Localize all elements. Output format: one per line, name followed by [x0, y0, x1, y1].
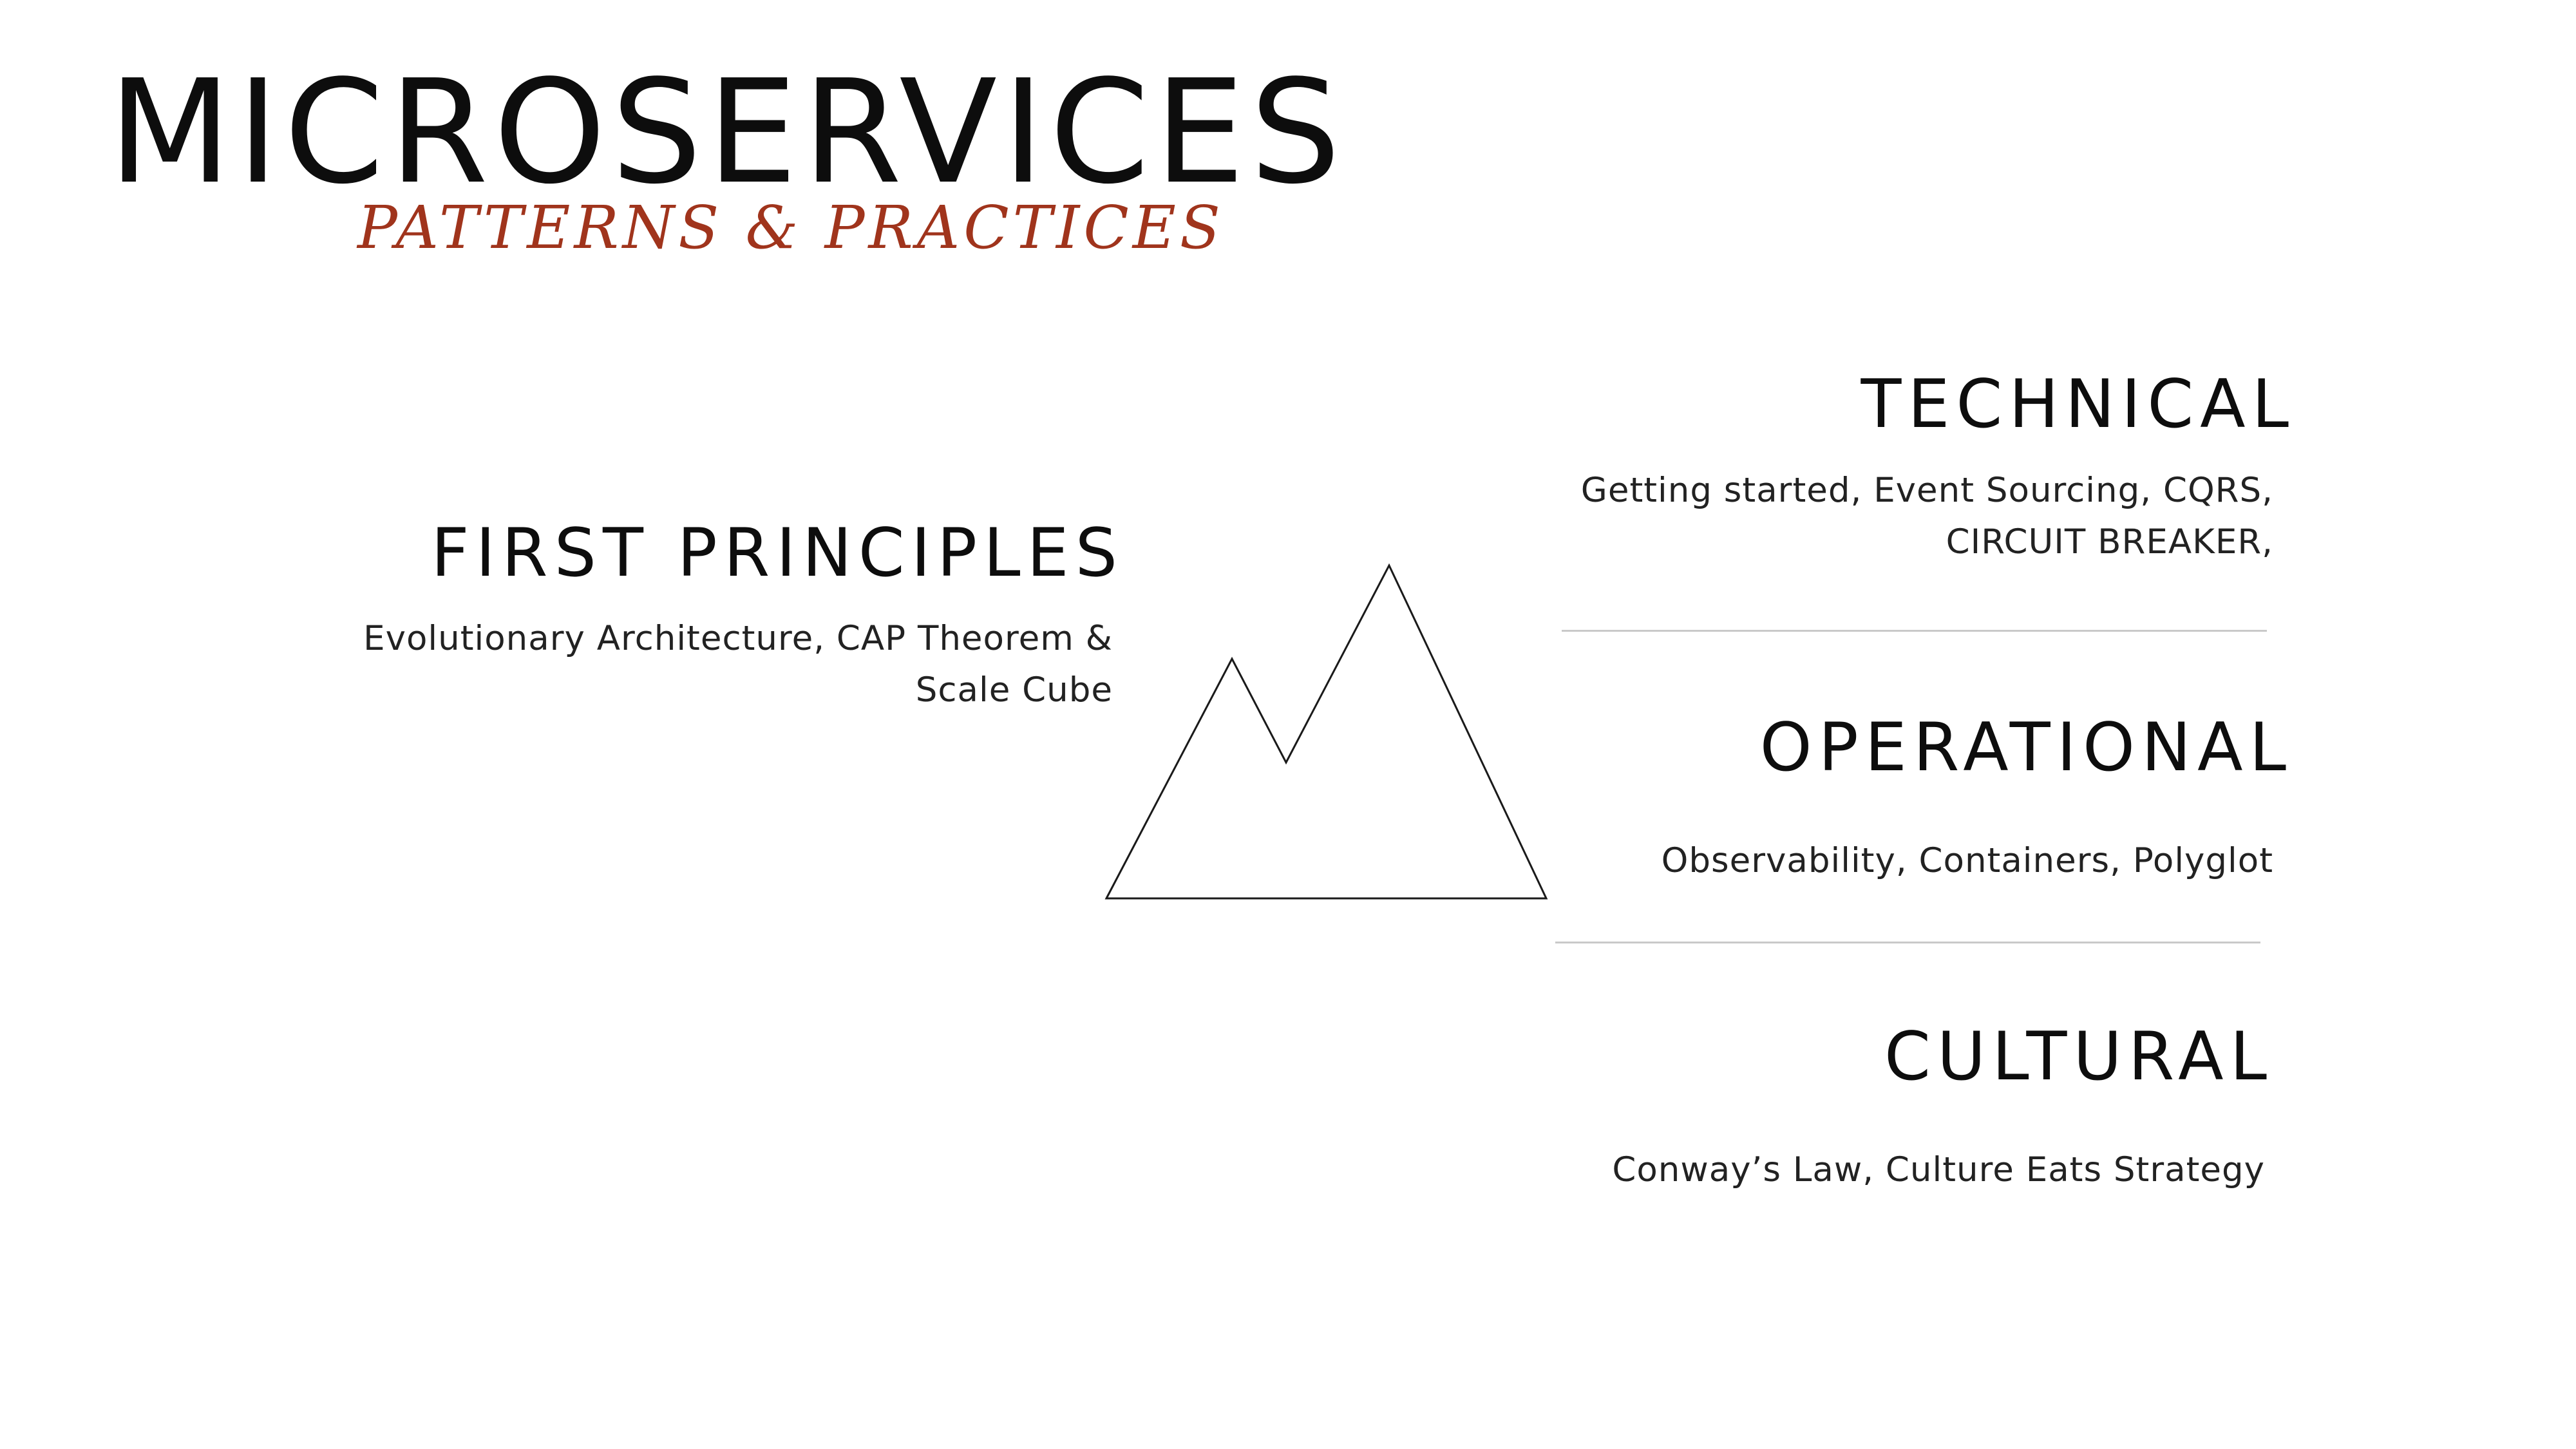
operational-heading: OPERATIONAL — [1759, 709, 2293, 786]
operational-description: Observability, Containers, Polyglot — [1565, 835, 2273, 887]
technical-heading: TECHNICAL — [1861, 366, 2295, 443]
technical-description: Getting started, Event Sourcing, CQRS, C… — [1565, 465, 2273, 568]
cultural-line-1: Conway’s Law, Culture Eats Strategy — [1612, 1150, 2265, 1189]
slide-title: MICROSERVICES — [108, 50, 1346, 216]
divider-operational-cultural — [1555, 942, 2260, 943]
first-principles-line-1: Evolutionary Architecture, CAP Theorem & — [363, 619, 1113, 658]
slide-subtitle: PATTERNS & PRACTICES — [357, 193, 1224, 262]
technical-line-1: Getting started, Event Sourcing, CQRS, — [1580, 471, 2273, 510]
operational-line-1: Observability, Containers, Polyglot — [1661, 841, 2273, 880]
technical-line-2: CIRCUIT BREAKER, — [1946, 522, 2273, 562]
first-principles-line-2: Scale Cube — [915, 670, 1113, 710]
cultural-description: Conway’s Law, Culture Eats Strategy — [1557, 1144, 2265, 1196]
first-principles-heading: FIRST PRINCIPLES — [431, 515, 1124, 592]
divider-technical-operational — [1562, 630, 2267, 632]
cultural-heading: CULTURAL — [1884, 1018, 2273, 1095]
first-principles-description: Evolutionary Architecture, CAP Theorem &… — [276, 613, 1113, 716]
mountain-icon — [1104, 564, 1548, 900]
